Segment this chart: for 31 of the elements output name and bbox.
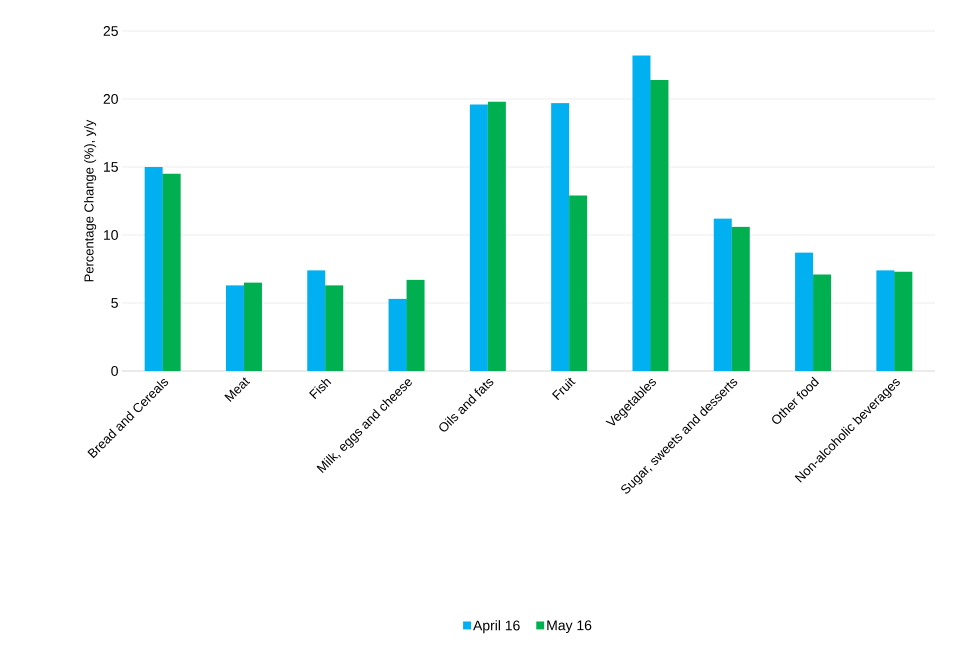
bar — [551, 103, 570, 371]
bar — [488, 102, 506, 371]
bar — [569, 196, 588, 371]
bar — [226, 285, 244, 371]
y-tick-label: 20 — [104, 94, 118, 104]
x-tick-label: Fish — [309, 379, 332, 400]
bar — [732, 226, 750, 371]
y-tick-label: 5 — [111, 298, 118, 308]
bar — [470, 104, 488, 371]
bar — [325, 285, 344, 371]
legend-label: May 16 — [547, 620, 592, 634]
bar — [894, 272, 912, 371]
bar — [813, 274, 832, 371]
bar — [307, 270, 326, 371]
bar — [795, 252, 814, 371]
x-tick-label: Oils and fats — [439, 378, 494, 432]
bar — [632, 55, 650, 371]
y-tick-label: 10 — [104, 230, 118, 240]
bar — [406, 280, 425, 371]
bar — [714, 218, 732, 371]
y-tick-label: 0 — [111, 366, 118, 376]
bar — [876, 270, 894, 371]
bar — [144, 166, 163, 371]
bar — [162, 174, 181, 371]
legend-label: April 16 — [473, 620, 520, 634]
y-tick-label: 25 — [104, 26, 118, 36]
bar — [244, 282, 262, 371]
y-axis-title: Percentage Change (%), y/y — [84, 120, 96, 282]
y-tick-label: 15 — [104, 162, 118, 172]
bar — [650, 80, 668, 371]
bar — [388, 298, 407, 371]
